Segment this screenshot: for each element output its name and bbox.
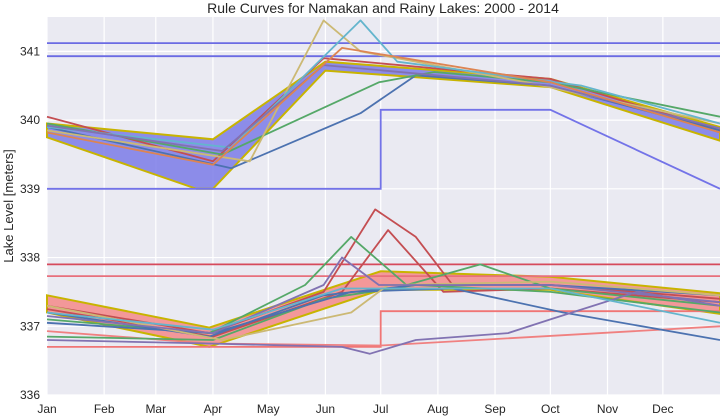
x-tick-label: Sep — [484, 402, 506, 416]
x-tick-label: Jan — [37, 402, 56, 416]
rule-band-rainy — [46, 270, 720, 348]
series-line — [46, 19, 720, 149]
y-tick-label: 340 — [20, 113, 40, 127]
x-tick-label: Nov — [597, 402, 618, 416]
limit-line — [47, 310, 720, 348]
limit-line — [47, 108, 720, 190]
y-tick-labels: 336 337 338 339 340 341 — [20, 44, 40, 402]
x-tick-label: Apr — [204, 402, 223, 416]
series-line — [46, 47, 720, 166]
x-tick-labels: Jan Feb Mar Apr May Jun Jul Aug Sep Oct Nov Dec — [37, 402, 673, 416]
series-line — [46, 287, 720, 331]
y-axis-label: Lake Level [meters] — [1, 149, 16, 262]
series-line — [46, 287, 720, 341]
x-tick-label: Aug — [427, 402, 448, 416]
x-tick-label: Jul — [373, 402, 388, 416]
y-tick-label: 339 — [20, 182, 40, 196]
y-tick-label: 337 — [20, 319, 40, 333]
x-tick-label: Dec — [652, 402, 673, 416]
y-tick-label: 338 — [20, 251, 40, 265]
x-tick-label: Oct — [541, 402, 560, 416]
series-line — [46, 256, 720, 334]
series-lines — [46, 19, 720, 355]
y-tick-label: 341 — [20, 44, 40, 58]
x-tick-label: Mar — [145, 402, 166, 416]
series-line — [46, 71, 720, 156]
chart-title: Rule Curves for Namakan and Rainy Lakes:… — [207, 0, 559, 16]
y-tick-label: 336 — [20, 388, 40, 402]
x-tick-label: Jun — [316, 402, 335, 416]
limit-line — [46, 325, 720, 347]
x-tick-label: Feb — [94, 402, 115, 416]
series-line — [46, 19, 720, 163]
series-line — [46, 280, 720, 341]
x-tick-label: May — [257, 402, 280, 416]
